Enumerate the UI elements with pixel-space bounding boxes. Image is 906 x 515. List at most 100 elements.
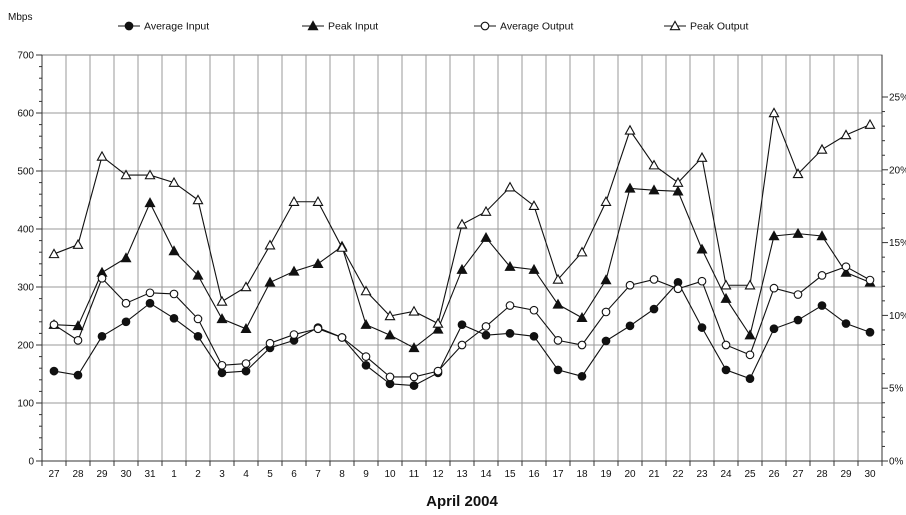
- data-point-average-input: [169, 313, 179, 323]
- data-point-average-input: [865, 327, 875, 337]
- data-point-peak-input: [456, 263, 468, 274]
- data-point-average-input: [193, 331, 203, 341]
- data-point-peak-input: [504, 260, 516, 271]
- x-tick-label: 20: [624, 469, 636, 480]
- data-point-average-output: [313, 324, 323, 334]
- data-point-peak-output: [288, 196, 300, 206]
- x-tick-label: 29: [840, 469, 852, 480]
- data-point-peak-output: [744, 279, 756, 290]
- data-point-peak-output: [648, 159, 660, 170]
- data-point-peak-input: [816, 230, 828, 241]
- data-point-peak-input: [72, 320, 84, 331]
- data-point-average-input: [409, 381, 419, 390]
- data-point-peak-input: [624, 182, 636, 193]
- y-axis: 0 100 200 300 400 500 600 700: [17, 51, 43, 468]
- y2-tick-label: 25%: [889, 93, 906, 104]
- data-point-average-input: [457, 320, 467, 330]
- data-point-peak-input: [576, 312, 588, 322]
- x-axis-title: April 2004: [426, 493, 498, 510]
- data-point-average-output: [793, 290, 803, 299]
- x-tick-label: 19: [600, 469, 612, 480]
- data-point-average-input: [625, 321, 635, 331]
- data-point-average-output: [385, 372, 395, 382]
- y-tick-label: 300: [17, 283, 34, 294]
- data-point-peak-output: [720, 279, 732, 290]
- data-point-peak-input: [600, 274, 612, 285]
- x-tick-label: 14: [480, 469, 492, 480]
- data-point-average-output: [145, 288, 155, 298]
- data-point-peak-output: [144, 169, 156, 180]
- x-axis: 27 28 29 30 31 1 2 3 4 5 6 7 8 9 10 11 12 13 14 15 16 17 18 19 2…: [41, 460, 883, 480]
- data-point-peak-output: [504, 181, 516, 192]
- x-tick-label: 2: [195, 469, 201, 480]
- plot-area: [41, 54, 883, 462]
- data-point-average-output: [457, 340, 467, 350]
- x-tick-label: 9: [363, 469, 369, 480]
- data-point-average-output: [481, 322, 491, 331]
- data-point-peak-input: [696, 243, 708, 254]
- data-point-average-input: [505, 329, 515, 338]
- data-point-average-output: [841, 262, 851, 272]
- data-point-peak-output: [96, 150, 108, 161]
- x-tick-label: 11: [409, 469, 420, 480]
- data-point-average-input: [841, 319, 851, 328]
- data-point-peak-input: [216, 313, 228, 324]
- data-point-peak-input: [408, 342, 420, 353]
- data-point-peak-input: [144, 197, 156, 208]
- data-point-average-input: [769, 324, 779, 334]
- data-point-average-output: [409, 372, 419, 382]
- x-tick-label: 18: [576, 469, 588, 480]
- x-tick-label: 6: [291, 469, 297, 480]
- legend-item-peak-output: Peak Output: [664, 20, 748, 33]
- data-point-peak-output: [72, 238, 84, 249]
- data-point-peak-output: [456, 218, 468, 229]
- x-tick-label: 10: [384, 469, 396, 480]
- data-point-average-output: [337, 333, 347, 342]
- data-point-peak-output: [336, 241, 348, 252]
- data-point-average-output: [73, 336, 83, 345]
- series-layer: [48, 107, 876, 390]
- data-point-average-output: [241, 359, 251, 368]
- data-point-average-input: [73, 370, 83, 380]
- legend-label: Average Input: [144, 21, 209, 33]
- data-point-average-output: [865, 275, 875, 285]
- data-point-average-input: [121, 317, 131, 327]
- legend: Average Input Peak Input Average Output Pea…: [118, 20, 748, 33]
- data-point-peak-output: [480, 205, 492, 216]
- data-point-peak-input: [720, 292, 732, 303]
- data-point-peak-output: [696, 151, 708, 162]
- x-tick-label: 15: [504, 469, 516, 480]
- y-tick-label: 600: [17, 109, 34, 120]
- data-point-peak-output: [840, 129, 852, 140]
- data-point-peak-input: [768, 230, 780, 241]
- data-point-average-output: [817, 271, 827, 280]
- data-point-average-output: [97, 273, 107, 283]
- x-tick-label: 29: [96, 469, 108, 480]
- data-point-average-output: [361, 352, 371, 361]
- legend-item-average-input: Average Input: [118, 21, 209, 33]
- series-peak-output: [48, 107, 876, 328]
- x-tick-label: 16: [528, 469, 540, 480]
- x-tick-label: 17: [552, 469, 564, 480]
- data-point-average-output: [433, 366, 443, 376]
- data-point-peak-input: [192, 269, 204, 280]
- data-point-average-input: [553, 365, 563, 375]
- data-point-peak-output: [192, 194, 204, 205]
- data-point-average-input: [241, 366, 251, 376]
- y-tick-label: 0: [28, 457, 34, 468]
- data-point-peak-output: [216, 295, 228, 306]
- data-point-peak-output: [768, 107, 780, 118]
- data-point-peak-output: [48, 248, 60, 259]
- x-tick-label: 26: [768, 469, 780, 480]
- data-point-average-input: [817, 301, 827, 310]
- data-point-peak-input: [552, 298, 564, 309]
- data-point-average-input: [697, 323, 707, 332]
- x-tick-label: 1: [171, 469, 177, 480]
- data-point-peak-output: [432, 317, 444, 328]
- legend-label: Peak Output: [690, 21, 748, 33]
- y2-tick-label: 10%: [889, 311, 906, 322]
- data-point-average-output: [577, 340, 587, 350]
- data-point-peak-output: [552, 273, 564, 284]
- data-point-average-output: [217, 360, 227, 370]
- data-point-peak-input: [168, 245, 180, 256]
